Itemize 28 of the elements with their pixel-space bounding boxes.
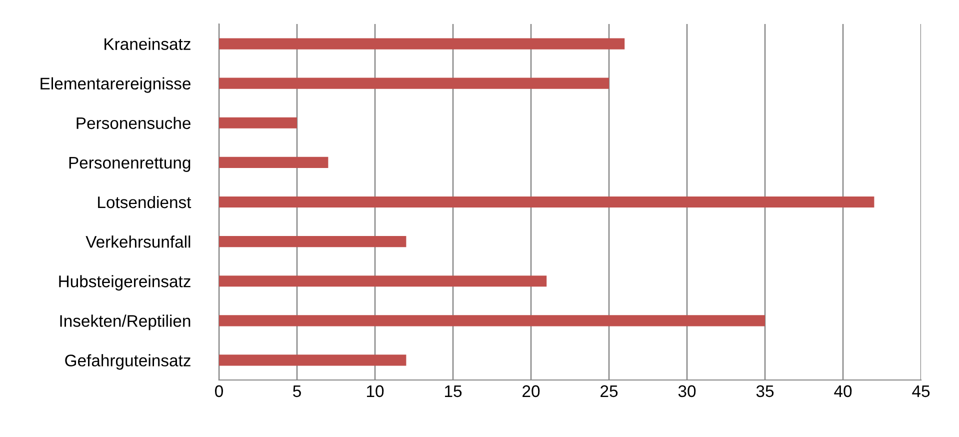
bar	[219, 117, 297, 128]
x-tick-label: 40	[834, 385, 852, 398]
bar	[219, 236, 406, 248]
bar	[219, 276, 547, 287]
y-tick-label: Elementarereignisse	[40, 77, 190, 93]
y-tick-label: Verkehrsunfall	[86, 236, 190, 248]
y-tick-label: Hubsteigereinsatz	[59, 275, 190, 291]
x-tick-label: 0	[215, 385, 223, 398]
x-tick-label: 45	[912, 385, 930, 398]
y-tick-label: Lotsendienst	[98, 196, 192, 208]
x-tick-label: 10	[367, 385, 384, 398]
y-tick-label: Personensuche	[76, 116, 190, 130]
bar	[219, 156, 328, 168]
x-tick-label: 30	[678, 385, 696, 398]
x-tick-label: 25	[600, 385, 618, 398]
x-tick-label: 15	[445, 385, 462, 398]
bar	[219, 38, 625, 50]
x-tick-label: 35	[756, 385, 774, 398]
y-tick-label: Gefahrguteinsatz	[65, 354, 190, 370]
bar	[219, 78, 609, 89]
bar	[219, 315, 765, 326]
bar	[219, 196, 874, 208]
y-tick-label: Insekten/Reptilien	[60, 314, 190, 330]
y-tick-label: Personenrettung	[69, 157, 190, 172]
x-tick-label: 20	[522, 385, 540, 398]
bar	[219, 354, 406, 366]
y-tick-label: Kraneinsatz	[104, 38, 190, 50]
x-tick-label: 5	[293, 385, 301, 398]
